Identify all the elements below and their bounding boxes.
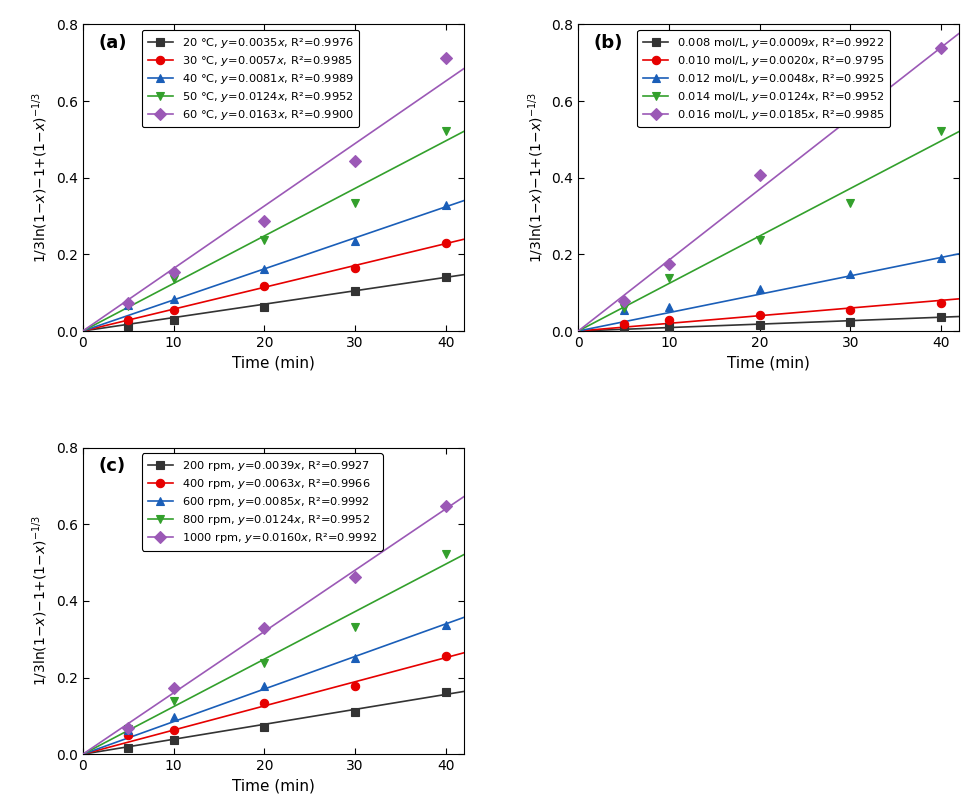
Legend: 200 rpm, $y$=0.0039$x$, R²=0.9927, 400 rpm, $y$=0.0063$x$, R²=0.9966, 600 rpm, $: 200 rpm, $y$=0.0039$x$, R²=0.9927, 400 r… [142,453,383,551]
X-axis label: Time (min): Time (min) [728,355,810,371]
Text: (b): (b) [593,33,623,52]
Y-axis label: 1/3ln(1$-$$x$)$-$1$+$(1$-$$x$)$^{-1/3}$: 1/3ln(1$-$$x$)$-$1$+$(1$-$$x$)$^{-1/3}$ [31,92,51,264]
X-axis label: Time (min): Time (min) [232,355,315,371]
Legend: 20 °C, $y$=0.0035$x$, R²=0.9976, 30 °C, $y$=0.0057$x$, R²=0.9985, 40 °C, $y$=0.0: 20 °C, $y$=0.0035$x$, R²=0.9976, 30 °C, … [142,30,359,127]
Text: (a): (a) [98,33,127,52]
X-axis label: Time (min): Time (min) [232,779,315,794]
Y-axis label: 1/3ln(1$-$$x$)$-$1$+$(1$-$$x$)$^{-1/3}$: 1/3ln(1$-$$x$)$-$1$+$(1$-$$x$)$^{-1/3}$ [526,92,545,264]
Text: (c): (c) [98,457,126,474]
Y-axis label: 1/3ln(1$-$$x$)$-$1$+$(1$-$$x$)$^{-1/3}$: 1/3ln(1$-$$x$)$-$1$+$(1$-$$x$)$^{-1/3}$ [31,515,51,686]
Legend: 0.008 mol/L, $y$=0.0009$x$, R²=0.9922, 0.010 mol/L, $y$=0.0020$x$, R²=0.9795, 0.: 0.008 mol/L, $y$=0.0009$x$, R²=0.9922, 0… [637,30,890,127]
